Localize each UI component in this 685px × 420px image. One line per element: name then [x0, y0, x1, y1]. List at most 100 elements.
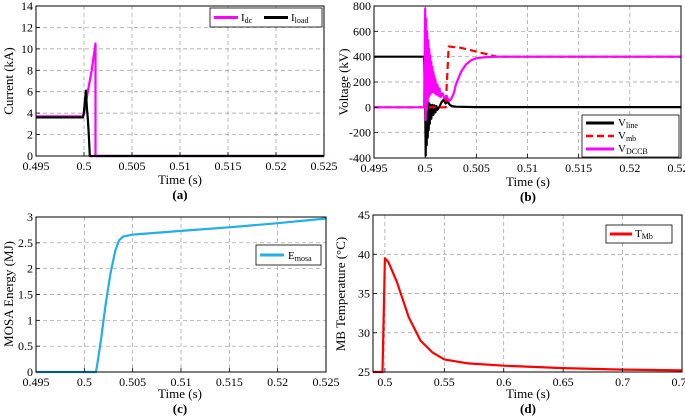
legend-label-b-vdccb: VDCCB [618, 143, 648, 156]
x-axis-label-a: Time (s) [158, 172, 202, 187]
y-tick-label-a: 2 [27, 128, 33, 142]
x-tick-label-c: 0.525 [313, 375, 340, 389]
y-tick-label-c: 1 [27, 313, 33, 327]
legend-label-a-iload: Iload [291, 12, 308, 25]
legend-box-c [255, 244, 322, 266]
x-tick-label-b: 0.52 [619, 161, 640, 175]
y-ticks-d: 25 30 35 40 45 [358, 208, 377, 379]
y-tick-label-c: 3 [27, 210, 33, 224]
legend-label-b-vline: Vline [618, 117, 638, 130]
x-tick-label-c: 0.505 [119, 375, 146, 389]
grid-c [35, 216, 327, 373]
y-tick-label-a: 0 [27, 149, 33, 163]
y-tick-label-d: 45 [358, 208, 370, 222]
x-tick-label-d: 0.7 [615, 375, 630, 389]
x-tick-label-c: 0.515 [216, 375, 243, 389]
legend-label-a-idc: Idc [241, 12, 253, 25]
series-line-b_vdccb [374, 7, 681, 122]
y-tick-label-b: 800 [353, 0, 371, 13]
x-tick-label-b: 0.5 [418, 161, 433, 175]
y-axis-label-c: MOSA Energy (MJ) [1, 241, 16, 347]
y-tick-label-d: 40 [358, 247, 370, 261]
x-tick-label-c: 0.495 [23, 375, 50, 389]
x-tick-label-d: 0.55 [434, 375, 455, 389]
legend-c: Emosa [255, 244, 322, 266]
x-tick-label-a: 0.51 [170, 159, 191, 173]
series-d [373, 257, 683, 374]
x-tick-label-a: 0.505 [119, 159, 146, 173]
y-tick-label-d: 30 [358, 326, 370, 340]
x-tick-label-b: 0.525 [668, 161, 685, 175]
legend-box-d [605, 224, 673, 244]
y-tick-label-b: 0 [365, 100, 371, 114]
panel-a: 0.495 0.5 0.505 0.51 0.515 0.52 0.525 0 2 4 6 8 10 1… [1, 0, 338, 202]
x-tick-label-b: 0.51 [517, 161, 538, 175]
y-tick-label-b: -400 [349, 151, 371, 165]
x-tick-label-a: 0.5 [77, 159, 92, 173]
x-tick-label-b: 0.495 [361, 161, 388, 175]
panel-c: 0.495 0.5 0.505 0.51 0.515 0.52 0.525 00.511.5… [1, 210, 340, 416]
legend-label-d-tmb: TMb [635, 228, 653, 241]
x-tick-label-d: 0.65 [553, 375, 574, 389]
panel-label-d: (d) [520, 401, 536, 416]
x-tick-label-c: 0.5 [77, 375, 92, 389]
y-ticks-c: 0 0.5 1 1.5 2 2.5 3 [18, 210, 40, 379]
x-tick-label-a: 0.515 [215, 159, 242, 173]
x-axis-label-b: Time (s) [506, 174, 550, 189]
y-tick-label-d: 25 [358, 365, 370, 379]
legend-label-b-vmb: Vmb [618, 130, 636, 143]
series-line-d_tmb [373, 257, 683, 374]
y-ticks-b: -400 -200 0 200 400 600 800 [349, 0, 378, 165]
y-tick-label-a: 6 [27, 85, 33, 99]
panel-label-c: (c) [173, 401, 187, 416]
y-tick-label-c: 1.5 [18, 288, 33, 302]
y-tick-label-d: 35 [358, 287, 370, 301]
y-axis-label-a: Current (kA) [1, 47, 16, 115]
x-ticks-b: 0.495 0.5 0.505 0.51 0.515 0.52 0.525 [361, 154, 685, 175]
y-tick-label-a: 10 [21, 42, 33, 56]
x-tick-label-c: 0.52 [267, 375, 288, 389]
x-axis-label-c: Time (s) [158, 386, 202, 401]
series-line-c_emosa [36, 217, 327, 374]
x-tick-label-a: 0.525 [311, 159, 338, 173]
x-tick-label-b: 0.515 [565, 161, 592, 175]
series-line-b_vline [374, 55, 681, 157]
y-axis-label-b: Voltage (kV) [336, 48, 351, 115]
y-tick-label-a: 8 [27, 63, 33, 77]
series-a [36, 42, 324, 158]
y-ticks-a: 0 2 4 6 8 10 12 14 [21, 0, 40, 163]
y-tick-label-c: 0 [27, 365, 33, 379]
panel-d: 0.5 0.55 0.6 0.65 0.7 0.75 25 30 35 40 45 Time (s… [333, 208, 685, 416]
grid-a [35, 5, 325, 157]
panel-label-a: (a) [172, 187, 187, 202]
x-tick-label-a: 0.495 [23, 159, 50, 173]
y-axis-label-d: MB Temperature (°C) [333, 237, 348, 352]
series-c [36, 217, 327, 374]
x-tick-label-d: 0.75 [672, 375, 685, 389]
legend-b: Vline Vmb VDCCB [581, 114, 680, 158]
series-b [374, 7, 681, 157]
x-ticks-c: 0.495 0.5 0.505 0.51 0.515 0.52 0.525 [23, 368, 340, 389]
x-ticks-d: 0.5 0.55 0.6 0.65 0.7 0.75 [377, 368, 685, 389]
y-tick-label-a: 12 [21, 20, 33, 34]
panel-label-b: (b) [520, 189, 536, 204]
panel-b: 0.495 0.5 0.505 0.51 0.515 0.52 0.525 -400 -200… [336, 0, 685, 204]
y-tick-label-b: 200 [353, 75, 371, 89]
y-tick-label-b: -200 [349, 126, 371, 140]
legend-a: Idc Iload [209, 7, 323, 28]
y-tick-label-c: 2 [27, 262, 33, 276]
y-tick-label-a: 4 [27, 106, 33, 120]
legend-d: TMb [605, 224, 673, 244]
x-tick-label-c: 0.51 [171, 375, 192, 389]
x-tick-label-d: 0.6 [496, 375, 511, 389]
x-tick-label-d: 0.5 [377, 375, 392, 389]
y-tick-label-a: 14 [21, 0, 33, 13]
x-axis-label-d: Time (s) [506, 386, 550, 401]
y-tick-label-c: 0.5 [18, 339, 33, 353]
y-tick-label-b: 600 [353, 24, 371, 38]
series-line-a_iload [36, 89, 324, 158]
x-ticks-a: 0.495 0.5 0.505 0.51 0.515 0.52 0.525 [23, 152, 338, 173]
x-tick-label-a: 0.52 [266, 159, 287, 173]
x-tick-label-b: 0.505 [463, 161, 490, 175]
